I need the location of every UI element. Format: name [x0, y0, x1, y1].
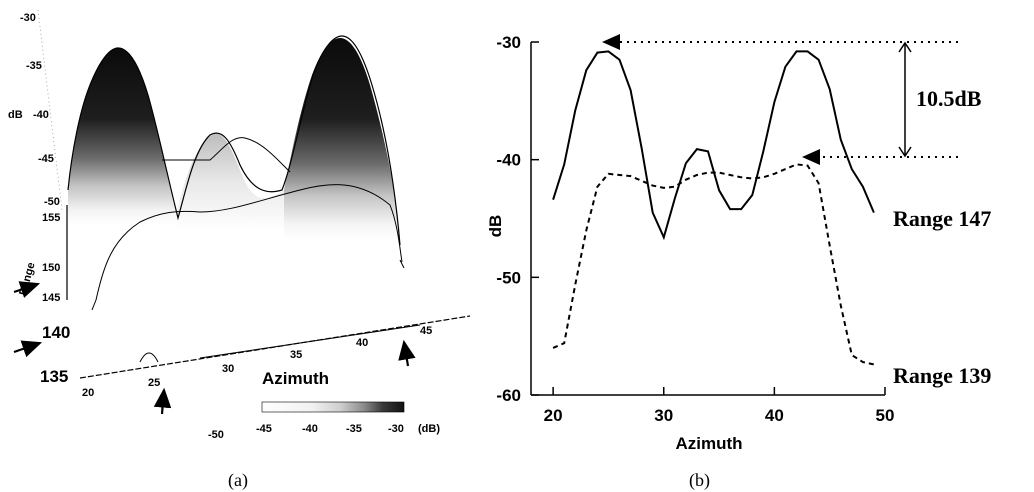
y-tick-label: -60	[496, 386, 521, 405]
z-axis-line	[37, 9, 63, 211]
line-chart-panel: -30-40-50-60 20 30 40 50 dB Azimuth 10.5dB …	[486, 33, 991, 491]
surface-peak-left	[68, 48, 176, 225]
series-line-range-139	[552, 163, 875, 366]
azimuth-tick-label: 45	[420, 325, 432, 337]
arrow-azimuth-43-icon	[398, 339, 416, 367]
floor-trace	[139, 324, 421, 363]
y-ticks-group: -30 -40 -50 -60	[496, 33, 539, 405]
azimuth-axis-label: Azimuth	[262, 369, 329, 388]
surface-front-edge	[91, 259, 405, 311]
colorbar-unit-label: (dB)	[418, 423, 440, 435]
difference-label: 10.5dB	[916, 86, 982, 111]
azimuth-tick-label: 30	[222, 363, 234, 375]
panel-b-caption: (b)	[689, 470, 710, 491]
range-tick-label: 135	[40, 367, 68, 386]
azimuth-tick-label: 25	[148, 377, 160, 389]
difference-arrow-bottom-icon	[898, 146, 912, 158]
x-tick-label: 20	[544, 406, 563, 425]
y-tick-label: -40	[496, 151, 521, 170]
colorbar-tick-label: -30	[388, 423, 404, 435]
z-tick-label: -50	[44, 196, 60, 208]
z-axis-label: dB	[8, 109, 23, 121]
surface-range-140-profile	[95, 184, 403, 301]
legend-label-range-139: Range 139	[893, 363, 991, 388]
surface-top-profile	[67, 35, 401, 246]
z-tick-label: -30	[20, 12, 36, 24]
x-tick-label: 30	[654, 406, 673, 425]
z-tick-label: -35	[26, 60, 42, 72]
z-tick-label: -40	[33, 109, 49, 121]
x-ticks-group: 20 30 40 50	[544, 387, 895, 425]
arrow-range-140-icon	[13, 340, 43, 358]
range-tick-label: 150	[42, 262, 60, 274]
azimuth-tick-label: 20	[82, 387, 94, 399]
arrow-azimuth-25-icon	[153, 387, 172, 415]
colorbar-tick-label: -35	[346, 423, 362, 435]
y-tick-label: -50	[496, 268, 521, 287]
panel-a-caption: (a)	[228, 470, 248, 491]
x-tick-label: 40	[765, 406, 784, 425]
surface-peak-right	[284, 38, 400, 240]
z-tick-label: -45	[38, 153, 54, 165]
azimuth-tick-label: 40	[356, 337, 368, 349]
surface-center-lobe	[176, 133, 284, 230]
range-axis-label: Range	[17, 261, 37, 297]
range-tick-label: 155	[42, 212, 60, 224]
y-axis-label: dB	[486, 215, 505, 238]
colorbar	[261, 401, 405, 413]
colorbar-tick-label: -45	[256, 423, 272, 435]
colorbar-tick-label: -40	[302, 423, 318, 435]
x-tick-label: 50	[876, 406, 895, 425]
y-tick-label: -30	[496, 33, 521, 52]
legend-label-range-147: Range 147	[893, 206, 991, 231]
range-tick-label: 140	[42, 323, 70, 342]
series-line-range-147	[552, 50, 875, 241]
surface-range-145-profile	[162, 137, 291, 173]
surface-plot-panel: -30 -35 dB -40 -45 -50 155 150 145 Range…	[8, 9, 471, 491]
arrow-range-145-icon	[13, 281, 41, 298]
difference-arrow-top-icon	[898, 41, 912, 53]
range-tick-label: 145	[42, 292, 60, 304]
azimuth-tick-label: 35	[290, 349, 302, 361]
colorbar-tick-label: -50	[208, 429, 224, 441]
x-axis-label: Azimuth	[675, 434, 742, 453]
